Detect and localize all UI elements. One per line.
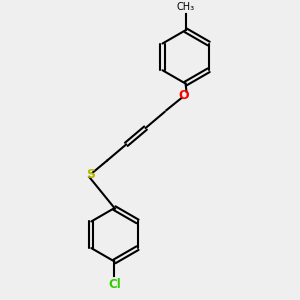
Text: Cl: Cl [108, 278, 121, 291]
Text: S: S [86, 167, 95, 181]
Text: O: O [179, 89, 189, 102]
Text: CH₃: CH₃ [176, 2, 195, 12]
